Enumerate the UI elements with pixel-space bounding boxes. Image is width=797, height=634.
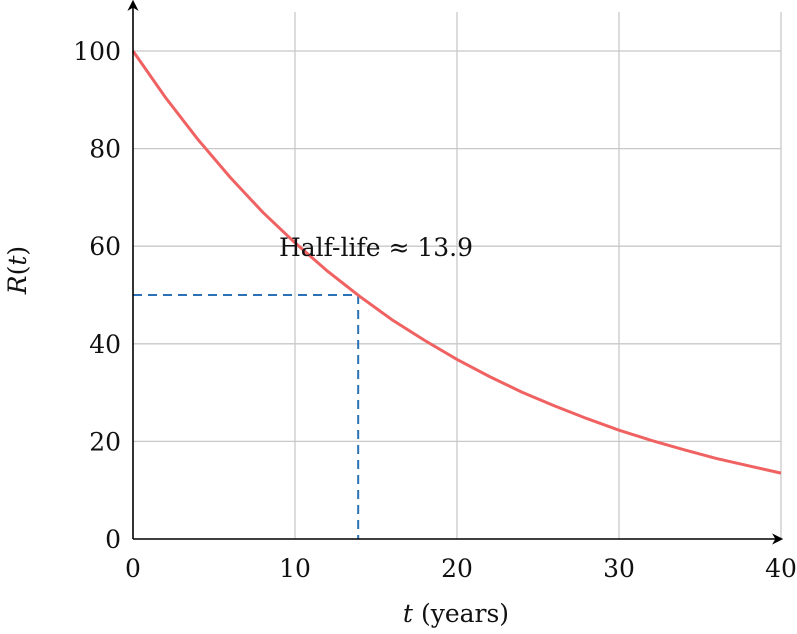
y-axis-label: R(t) xyxy=(3,246,32,295)
y-axis-close-paren: ) xyxy=(3,246,32,256)
decay-curve xyxy=(131,50,782,475)
x-tick-label: 20 xyxy=(441,554,473,583)
y-axis-variable: R xyxy=(3,275,32,295)
y-tick-label: 20 xyxy=(89,427,121,456)
y-axis-argument: t xyxy=(3,255,32,266)
y-tick-label: 40 xyxy=(89,330,121,359)
x-axis-variable: t xyxy=(403,599,414,628)
y-tick-label: 0 xyxy=(105,525,121,554)
y-tick-label: 100 xyxy=(73,37,121,66)
x-axis-label: t (years) xyxy=(403,599,509,628)
half-life-annotation: Half-life ≈ 13.9 xyxy=(279,233,473,262)
half-life-guides xyxy=(133,294,360,539)
axes xyxy=(127,0,784,545)
series-layer xyxy=(131,50,782,475)
x-tick-label: 30 xyxy=(603,554,635,583)
x-tick-label: 0 xyxy=(125,554,141,583)
x-tick-label: 10 xyxy=(279,554,311,583)
x-tick-label: 40 xyxy=(765,554,797,583)
y-axis-open-paren: ( xyxy=(3,266,32,276)
tick-labels: 0 10 20 30 40 0 20 40 60 80 100 xyxy=(73,37,797,583)
y-tick-label: 80 xyxy=(89,135,121,164)
grid xyxy=(133,12,782,539)
y-tick-label: 60 xyxy=(89,232,121,261)
x-axis-unit: (years) xyxy=(421,599,509,628)
